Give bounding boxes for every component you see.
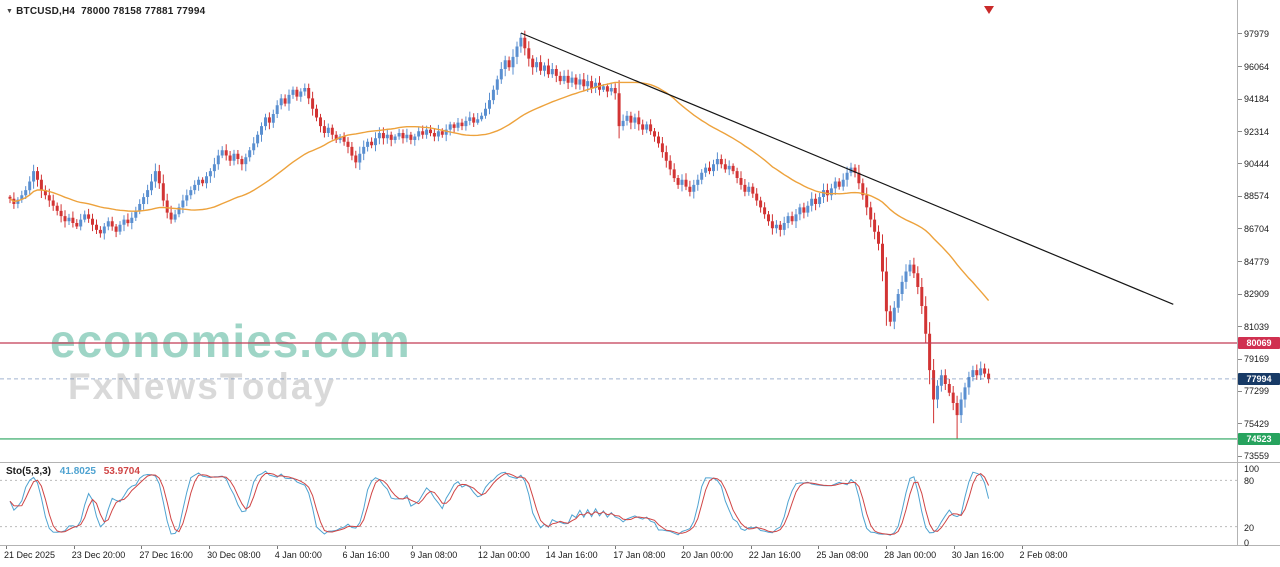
time-tick-mark <box>818 546 820 549</box>
price-tick-label: 90444 <box>1244 158 1270 169</box>
time-tick-mark <box>953 546 955 549</box>
time-axis-label: 2 Feb 08:00 <box>1019 550 1068 560</box>
time-axis-label: 4 Jan 00:00 <box>274 550 322 560</box>
price-tick-label: 77299 <box>1244 386 1270 397</box>
price-tick-label: 84779 <box>1244 256 1270 267</box>
stochastic-label: Sto(5,3,3) 41.8025 53.9704 <box>6 466 140 477</box>
time-tick-mark <box>750 546 752 549</box>
time-axis-label: 27 Dec 16:00 <box>139 550 193 560</box>
time-axis-separator <box>0 545 1280 546</box>
subwindow-separator <box>0 462 1280 463</box>
ohlc-values: 78000 78158 77881 77994 <box>81 6 206 17</box>
resistance-price-badge: 80069 <box>1238 336 1280 349</box>
time-axis-label: 14 Jan 16:00 <box>545 550 598 560</box>
main-chart-canvas[interactable] <box>0 0 1237 462</box>
price-tick-mark <box>1238 33 1242 34</box>
price-tick-mark <box>1238 293 1242 295</box>
time-tick-mark <box>1021 546 1023 549</box>
price-tick-mark <box>1238 131 1242 133</box>
price-tick-label: 97979 <box>1244 28 1270 39</box>
price-tick-label: 73559 <box>1244 451 1270 462</box>
watermark: economies.com FxNewsToday <box>50 318 411 405</box>
stochastic-main-value: 41.8025 <box>59 466 96 477</box>
time-tick-mark <box>6 546 7 549</box>
price-tick-label: 82909 <box>1244 289 1270 300</box>
symbol-info: ▼ BTCUSD,H4 78000 78158 77881 77994 <box>6 6 205 17</box>
stochastic-signal-value: 53.9704 <box>103 466 140 477</box>
price-tick-mark <box>1238 455 1242 457</box>
time-tick-mark <box>615 546 617 549</box>
time-tick-mark <box>276 546 278 549</box>
stochastic-tick-label: 100 <box>1244 464 1260 474</box>
price-tick-mark <box>1238 98 1242 100</box>
stochastic-tick-label: 80 <box>1244 476 1255 487</box>
time-axis-label: 30 Dec 08:00 <box>207 550 261 560</box>
price-tick-mark <box>1238 66 1242 68</box>
time-axis-label: 6 Jan 16:00 <box>342 550 390 560</box>
current-price-badge: 77994 <box>1238 372 1280 385</box>
time-axis-label: 23 Dec 20:00 <box>71 550 126 560</box>
watermark-sub: FxNewsToday <box>68 366 337 407</box>
time-tick-mark <box>344 546 346 549</box>
watermark-brand: economies.com <box>50 315 411 367</box>
price-tick-mark <box>1238 163 1242 165</box>
price-tick-label: 75429 <box>1244 418 1270 429</box>
time-axis-label: 28 Jan 00:00 <box>884 550 937 560</box>
stochastic-tick-label: 20 <box>1244 522 1255 533</box>
time-tick-mark <box>412 546 414 549</box>
price-axis-separator <box>1237 0 1238 545</box>
time-axis-label: 17 Jan 08:00 <box>613 550 666 560</box>
price-tick-label: 94184 <box>1244 94 1270 105</box>
time-axis-label: 20 Jan 00:00 <box>681 550 734 560</box>
price-tick-mark <box>1238 358 1242 360</box>
price-tick-label: 92314 <box>1244 126 1270 137</box>
price-tick-mark <box>1238 390 1242 392</box>
time-axis-label: 22 Jan 16:00 <box>748 550 801 560</box>
time-axis-label: 9 Jan 08:00 <box>410 550 458 560</box>
price-tick-mark <box>1238 423 1242 425</box>
price-tick-label: 96064 <box>1244 61 1270 72</box>
time-tick-mark <box>209 546 211 549</box>
time-tick-mark <box>73 546 75 549</box>
price-tick-mark <box>1238 261 1242 263</box>
time-tick-mark <box>479 546 481 549</box>
price-tick-mark <box>1238 195 1242 197</box>
time-tick-mark <box>683 546 684 549</box>
stochastic-canvas[interactable] <box>0 463 1237 545</box>
chart-shift-marker-icon <box>984 6 994 14</box>
time-axis-label: 12 Jan 00:00 <box>477 550 530 560</box>
time-axis-label: 25 Jan 08:00 <box>816 550 869 560</box>
price-tick-label: 86704 <box>1244 223 1270 234</box>
price-tick-mark <box>1238 326 1242 328</box>
symbol-dropdown-icon[interactable]: ▼ <box>6 8 14 15</box>
stochastic-name: Sto(5,3,3) <box>6 466 52 477</box>
time-tick-mark <box>547 546 549 549</box>
time-axis-label: 21 Dec 2025 <box>4 550 56 560</box>
support-price-badge: 74523 <box>1238 432 1280 445</box>
stochastic-tick-label: 0 <box>1244 538 1250 548</box>
time-axis-label: 30 Jan 16:00 <box>951 550 1004 560</box>
price-tick-mark <box>1238 228 1242 230</box>
price-tick-label: 81039 <box>1244 321 1270 332</box>
price-tick-label: 88574 <box>1244 191 1270 202</box>
price-tick-label: 79169 <box>1244 354 1270 365</box>
symbol-timeframe-label: BTCUSD,H4 <box>16 6 76 17</box>
time-tick-mark <box>141 546 143 549</box>
time-tick-mark <box>886 546 888 549</box>
